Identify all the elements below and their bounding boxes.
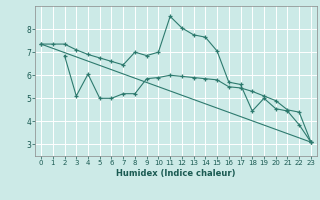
X-axis label: Humidex (Indice chaleur): Humidex (Indice chaleur) (116, 169, 236, 178)
